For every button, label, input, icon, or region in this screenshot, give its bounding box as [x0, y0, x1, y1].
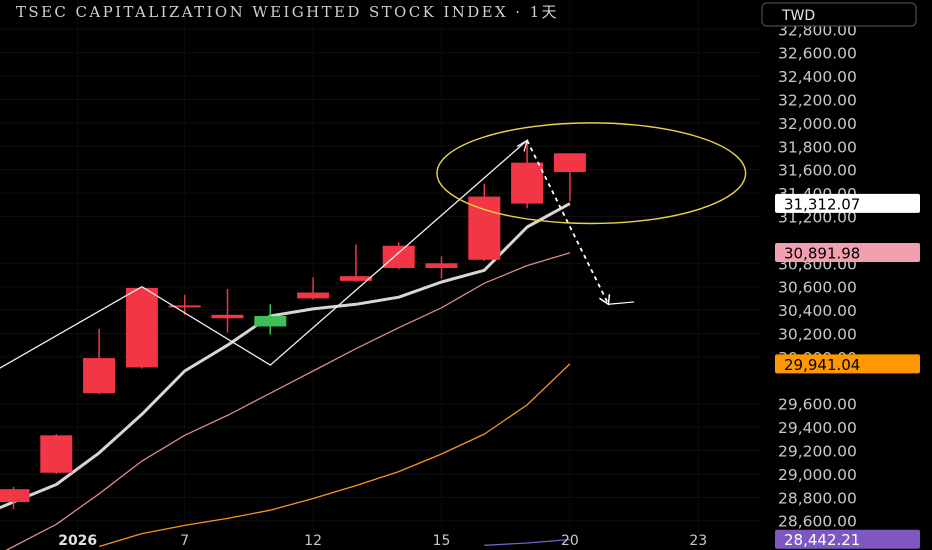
zigzag-trendline[interactable]	[0, 139, 528, 389]
y-tick-label-5: 31,800.00	[778, 138, 857, 156]
x-tick-label-1: 7	[180, 533, 189, 549]
highlight-ellipse[interactable]	[436, 122, 747, 225]
y-tick-label-14: 29,600.00	[778, 396, 857, 414]
candle-4[interactable]	[168, 294, 201, 315]
price-label-text-0: 31,312.07	[784, 195, 860, 213]
candle-8[interactable]	[339, 244, 372, 283]
y-tick-label-19: 28,600.00	[778, 513, 857, 531]
price-axis[interactable]: 32,800.0032,600.0032,400.0032,200.0032,0…	[770, 0, 932, 550]
x-tick-label-3: 15	[433, 533, 451, 549]
candle-body-9	[382, 245, 415, 268]
price-label-3: 28,442.21	[775, 529, 920, 549]
candle-body-4	[168, 305, 201, 308]
price-label-text-3: 28,442.21	[784, 531, 860, 549]
y-tick-label-18: 28,800.00	[778, 489, 857, 507]
time-axis[interactable]: 2026 7 12 15 20 23	[58, 533, 707, 549]
y-tick-label-17: 29,000.00	[778, 466, 857, 484]
projection-arrowhead	[599, 294, 611, 306]
y-tick-label-1: 32,600.00	[778, 45, 857, 63]
y-tick-label-4: 32,000.00	[778, 115, 857, 133]
candle-1[interactable]	[40, 434, 73, 474]
ma-line-3	[484, 538, 570, 546]
y-tick-label-11: 30,400.00	[778, 302, 857, 320]
candle-body-12	[511, 162, 544, 204]
candles[interactable]	[0, 142, 586, 510]
candle-body-0	[0, 489, 30, 503]
y-tick-label-12: 30,200.00	[778, 326, 857, 344]
candle-body-5	[211, 314, 244, 319]
projection-arrow-tail	[608, 301, 635, 305]
currency-label: TWD	[781, 8, 815, 24]
candle-0[interactable]	[0, 486, 30, 510]
price-labels: 31,312.07 30,891.98 29,941.04 28,442.21	[775, 193, 920, 549]
currency-badge[interactable]: TWD	[761, 2, 917, 27]
candle-body-10	[425, 263, 458, 268]
x-tick-label-5: 23	[689, 533, 707, 549]
currency-badge-frame	[761, 2, 917, 27]
ma-line-2	[98, 363, 571, 548]
chart-title: TSEC CAPITALIZATION WEIGHTED STOCK INDEX…	[16, 3, 559, 21]
candle-6[interactable]	[254, 304, 287, 335]
y-tick-label-8: 31,200.00	[778, 208, 857, 226]
candle-body-6	[254, 315, 287, 327]
candle-7[interactable]	[297, 277, 330, 300]
price-label-0: 31,312.07	[775, 193, 920, 213]
price-label-bg-0	[775, 193, 920, 213]
price-label-2: 29,941.04	[775, 354, 920, 374]
price-label-bg-2	[775, 354, 920, 374]
price-label-1: 30,891.98	[775, 243, 920, 263]
candle-11[interactable]	[468, 183, 501, 261]
y-tick-label-16: 29,200.00	[778, 443, 857, 461]
drawings[interactable]	[0, 122, 747, 390]
y-tick-label-3: 32,200.00	[778, 91, 857, 109]
price-label-bg-3	[775, 529, 920, 549]
grid-lines	[0, 0, 760, 532]
candle-body-11	[468, 196, 501, 260]
candle-2[interactable]	[83, 328, 116, 395]
candle-body-3	[125, 287, 158, 368]
candle-body-1	[40, 435, 73, 473]
candle-3[interactable]	[125, 287, 158, 369]
candle-5[interactable]	[211, 289, 244, 333]
y-tick-label-6: 31,600.00	[778, 162, 857, 180]
candle-body-8	[339, 276, 372, 281]
candle-13[interactable]	[553, 153, 586, 202]
candle-10[interactable]	[425, 256, 458, 279]
y-tick-label-2: 32,400.00	[778, 68, 857, 86]
x-tick-label-2: 12	[304, 533, 322, 549]
price-label-text-2: 29,941.04	[784, 356, 860, 374]
y-tick-label-10: 30,600.00	[778, 279, 857, 297]
candle-9[interactable]	[382, 242, 415, 270]
candle-body-2	[83, 358, 116, 394]
y-tick-label-15: 29,400.00	[778, 419, 857, 437]
x-tick-label-0: 2026	[58, 533, 97, 549]
ma-line-1	[5, 252, 571, 550]
price-label-text-1: 30,891.98	[784, 245, 860, 263]
candle-body-13	[553, 153, 586, 173]
candle-12[interactable]	[511, 142, 544, 209]
candle-body-7	[297, 292, 330, 299]
price-label-bg-1	[775, 243, 920, 263]
x-tick-label-4: 20	[561, 533, 579, 549]
price-axis-background	[770, 0, 932, 550]
